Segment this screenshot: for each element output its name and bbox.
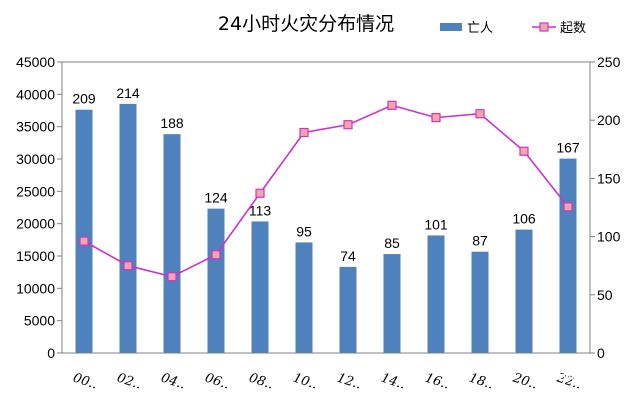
bar [207,208,225,353]
x-axis-ticks: 00.. 02.. 04.. 06.. 08.. 10.. 12.. 14.. 16.. 18..… [71,370,583,392]
left-tick-label: 40000 [16,86,55,102]
legend-bar-label: 亡人 [467,21,493,36]
line-marker [211,250,221,260]
right-tick-label: 0 [597,345,605,361]
left-tick-label: 45000 [16,54,55,70]
right-tick-label: 50 [597,287,613,303]
bar-data-label: 74 [340,248,356,264]
watermark-text: 中国消防 [558,371,610,387]
bar [383,254,401,353]
bar [163,134,181,353]
left-tick-label: 0 [47,345,55,361]
legend: 亡人 起数 [440,21,586,36]
right-tick-label: 250 [597,54,621,70]
bar-data-label: 113 [249,202,272,218]
bar [427,235,445,353]
line-marker [79,236,89,246]
left-tick-label: 20000 [16,216,55,232]
bar-data-label: 106 [512,211,536,227]
legend-line-label: 起数 [560,21,586,36]
bar-data-label: 95 [296,223,312,239]
line-marker [475,109,485,119]
bar [515,229,533,353]
bar [119,103,137,354]
x-tick-label: 08.. [247,371,275,393]
plot-area-border [61,61,591,354]
x-tick-label: 18.. [467,371,495,393]
bar-data-label: 87 [472,233,488,249]
line-series [79,100,573,282]
right-axis-ticks: 0 50 100 150 200 250 [590,54,621,361]
line-marker [387,100,397,110]
right-tick-label: 200 [597,112,621,128]
bar [75,109,93,353]
x-tick-label: 02.. [115,371,143,393]
line-marker [299,127,309,138]
left-tick-label: 25000 [16,183,55,199]
bar-data-label: 85 [384,235,400,251]
bar-data-label: 101 [424,216,448,232]
bar-data-label: 188 [160,115,184,131]
line-marker [123,261,133,271]
x-tick-label: 00.. [71,371,99,393]
bar-data-label: 209 [72,91,96,107]
x-tick-label: 10.. [291,371,319,393]
line-marker [255,188,265,198]
left-tick-label: 5000 [24,313,55,329]
bar-data-label: 124 [204,190,228,206]
line-path [83,104,569,278]
chart-title: 24小时火灾分布情况 [218,13,394,35]
line-marker [563,202,573,212]
x-tick-label: 06.. [203,371,231,393]
x-tick-label: 12.. [335,371,363,393]
line-marker [343,120,353,130]
wechat-logo-icon [532,370,556,390]
bar-series [75,103,577,354]
left-axis-ticks: 0 5000 10000 15000 20000 25000 30000 35000 40000… [16,54,62,361]
x-tick-label: 04.. [159,371,187,393]
bar [251,221,269,353]
bar [339,266,357,353]
legend-bar-swatch [440,23,462,31]
line-marker [431,113,441,123]
bar-data-labels: 209 214 188 124 113 95 74 85 101 87 106 167 [72,85,580,264]
watermark: 中国消防 [532,370,610,390]
line-marker [519,146,529,156]
legend-line-marker [539,22,549,32]
right-tick-label: 100 [597,229,621,245]
right-tick-label: 150 [597,170,621,186]
bar [559,158,577,353]
axes [61,61,591,354]
bar [471,251,489,353]
left-tick-label: 10000 [16,280,55,296]
x-tick-label: 14.. [379,371,407,393]
x-tick-label: 16.. [423,371,451,393]
left-tick-label: 30000 [16,151,55,167]
bar [295,242,313,353]
left-tick-label: 35000 [16,119,55,135]
line-marker [167,272,177,282]
bar-data-label: 214 [116,85,140,101]
left-tick-label: 15000 [16,248,55,264]
bar-data-label: 167 [556,140,580,156]
